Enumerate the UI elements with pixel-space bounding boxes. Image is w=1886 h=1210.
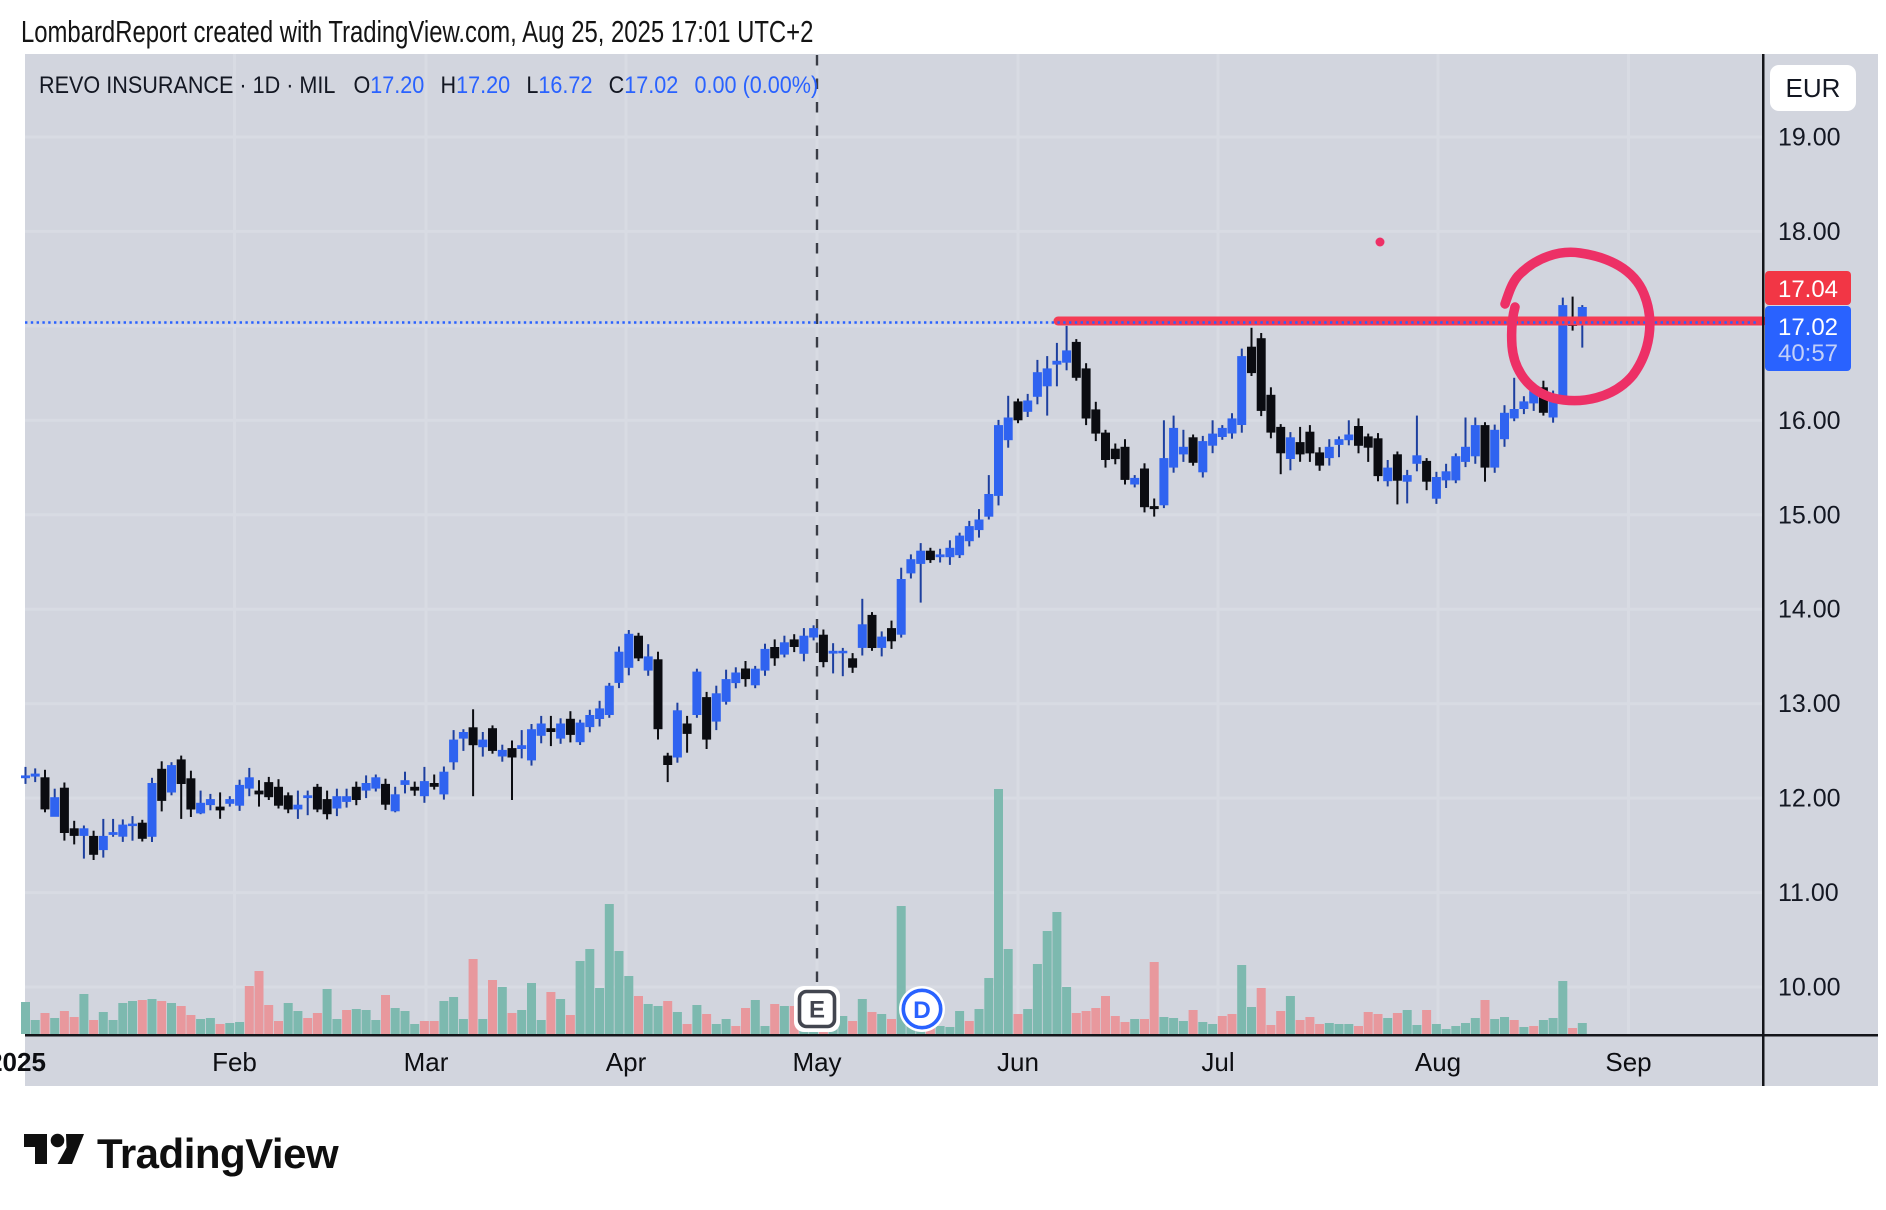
svg-text:16.00: 16.00	[1778, 407, 1841, 435]
svg-text:May: May	[792, 1047, 841, 1077]
svg-text:14.00: 14.00	[1778, 596, 1841, 624]
svg-text:11.00: 11.00	[1778, 879, 1839, 907]
svg-text:EUR: EUR	[1786, 73, 1841, 103]
svg-text:13.00: 13.00	[1778, 690, 1841, 718]
svg-text:D: D	[913, 997, 931, 1024]
svg-text:Feb: Feb	[212, 1047, 257, 1077]
svg-text:Jul: Jul	[1201, 1047, 1234, 1077]
svg-text:17.02: 17.02	[1778, 314, 1838, 341]
svg-text:Mar: Mar	[404, 1047, 449, 1077]
svg-text:18.00: 18.00	[1778, 218, 1841, 246]
svg-text:10.00: 10.00	[1778, 974, 1841, 1002]
svg-text:40:57: 40:57	[1778, 340, 1838, 367]
svg-text:19.00: 19.00	[1778, 124, 1841, 152]
svg-text:Sep: Sep	[1605, 1047, 1651, 1077]
svg-text:Apr: Apr	[606, 1047, 647, 1077]
svg-text:12.00: 12.00	[1778, 785, 1841, 813]
svg-text:E: E	[809, 997, 825, 1024]
svg-text:15.00: 15.00	[1778, 501, 1841, 529]
svg-text:17.04: 17.04	[1778, 276, 1838, 303]
svg-text:Jun: Jun	[997, 1047, 1039, 1077]
svg-text:2025: 2025	[0, 1047, 46, 1077]
svg-text:Aug: Aug	[1415, 1047, 1461, 1077]
